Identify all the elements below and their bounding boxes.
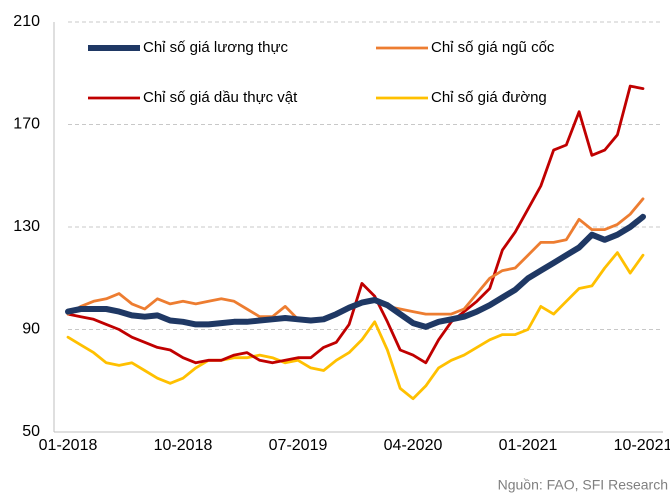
- x-tick-label: 01-2021: [499, 437, 558, 454]
- x-tick-label: 04-2020: [384, 437, 443, 454]
- y-tick-label: 90: [22, 321, 40, 338]
- series-line: [66, 251, 645, 401]
- y-tick-label: 210: [13, 13, 40, 30]
- x-tick-label: 10-2021: [614, 437, 670, 454]
- x-tick-label: 07-2019: [269, 437, 328, 454]
- legend-label: Chỉ số giá ngũ cốc: [431, 39, 555, 56]
- series-line: [65, 213, 646, 330]
- y-tick-label: 130: [13, 218, 40, 235]
- legend-label: Chỉ số giá lương thực: [143, 39, 288, 56]
- series-line: [66, 84, 645, 365]
- legend-label: Chỉ số giá đường: [431, 89, 547, 106]
- legend-label: Chỉ số giá dầu thực vật: [143, 89, 298, 106]
- x-tick-label: 10-2018: [154, 437, 213, 454]
- x-tick-label: 01-2018: [39, 437, 98, 454]
- y-tick-label: 170: [13, 116, 40, 133]
- y-tick-label: 50: [22, 423, 40, 440]
- source-note: Nguồn: FAO, SFI Research: [498, 477, 668, 493]
